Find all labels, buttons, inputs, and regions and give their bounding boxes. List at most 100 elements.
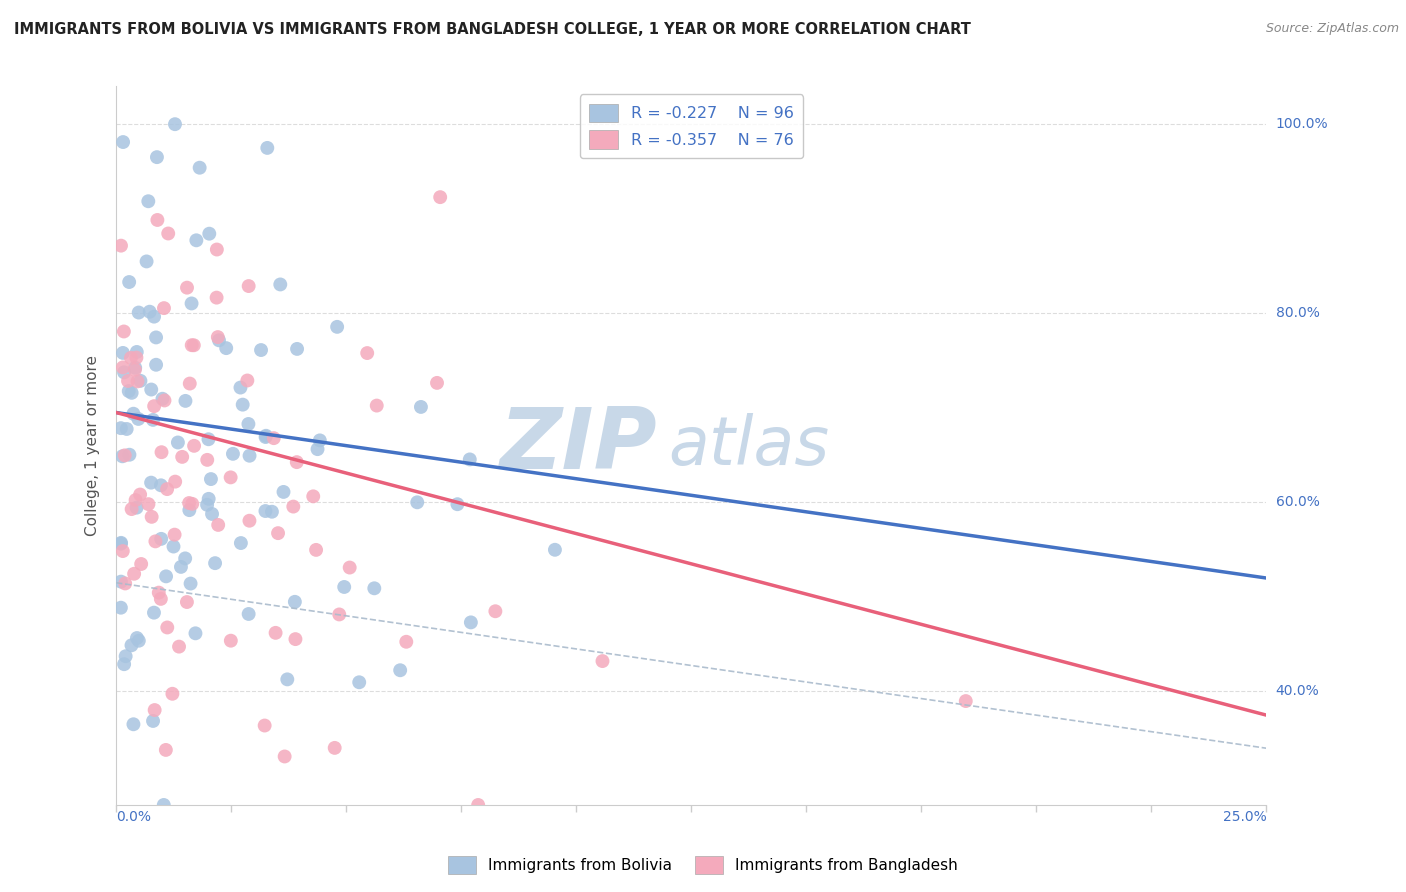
Point <box>232 398 254 412</box>
Point <box>142 714 165 728</box>
Point <box>129 557 152 571</box>
Point <box>124 493 146 508</box>
Point <box>112 365 135 379</box>
Point <box>141 509 163 524</box>
Point <box>149 478 172 492</box>
Point <box>115 422 138 436</box>
Point <box>114 576 136 591</box>
Point <box>197 432 219 446</box>
Point <box>222 447 245 461</box>
Point <box>153 393 176 408</box>
Point <box>110 600 132 615</box>
Point <box>205 243 228 257</box>
Point <box>111 544 134 558</box>
Point <box>198 227 221 241</box>
Point <box>176 595 198 609</box>
Point <box>176 280 198 294</box>
Point <box>273 484 295 499</box>
Point <box>112 657 135 672</box>
Point <box>207 517 229 532</box>
Point <box>229 380 252 394</box>
Point <box>219 470 242 484</box>
Point <box>276 673 298 687</box>
Point <box>110 536 132 550</box>
Text: atlas: atlas <box>668 413 830 479</box>
Point <box>165 475 187 489</box>
Point <box>238 449 260 463</box>
Point <box>127 412 149 426</box>
Point <box>395 634 418 648</box>
Point <box>143 399 166 413</box>
Point <box>207 330 229 344</box>
Point <box>114 649 136 664</box>
Point <box>284 595 307 609</box>
Point <box>264 625 287 640</box>
Point <box>238 279 260 293</box>
Text: 80.0%: 80.0% <box>1275 306 1319 320</box>
Point <box>256 141 278 155</box>
Point <box>149 591 172 606</box>
Point <box>135 254 157 268</box>
Point <box>229 536 252 550</box>
Point <box>121 502 143 516</box>
Point <box>253 718 276 732</box>
Point <box>167 640 190 654</box>
Point <box>153 301 176 315</box>
Point <box>146 213 169 227</box>
Point <box>174 551 197 566</box>
Point <box>180 338 202 352</box>
Point <box>544 542 567 557</box>
Point <box>141 383 163 397</box>
Point <box>302 489 325 503</box>
Point <box>128 305 150 319</box>
Point <box>155 743 177 757</box>
Point <box>208 334 231 348</box>
Point <box>446 497 468 511</box>
Point <box>128 633 150 648</box>
Point <box>110 574 132 589</box>
Point <box>389 663 412 677</box>
Point <box>467 797 489 812</box>
Point <box>150 532 173 546</box>
Point <box>163 117 186 131</box>
Point <box>254 429 277 443</box>
Point <box>174 393 197 408</box>
Point <box>170 560 193 574</box>
Point <box>197 491 219 506</box>
Point <box>263 431 285 445</box>
Point <box>114 449 136 463</box>
Point <box>460 615 482 630</box>
Point <box>363 582 385 596</box>
Point <box>592 654 614 668</box>
Point <box>145 358 167 372</box>
Point <box>138 304 160 318</box>
Point <box>143 606 166 620</box>
Text: 100.0%: 100.0% <box>1275 117 1329 131</box>
Point <box>284 632 307 646</box>
Point <box>127 375 149 389</box>
Point <box>183 439 205 453</box>
Point <box>283 500 305 514</box>
Text: 25.0%: 25.0% <box>1223 810 1267 823</box>
Point <box>254 504 277 518</box>
Point <box>145 534 167 549</box>
Point <box>156 620 179 634</box>
Point <box>339 560 361 574</box>
Point <box>162 540 184 554</box>
Point <box>201 507 224 521</box>
Point <box>136 194 159 209</box>
Point <box>124 363 146 377</box>
Point <box>125 500 148 515</box>
Point <box>285 342 308 356</box>
Point <box>111 450 134 464</box>
Point <box>118 448 141 462</box>
Point <box>110 238 132 252</box>
Point <box>406 495 429 509</box>
Point <box>155 569 177 583</box>
Point <box>204 556 226 570</box>
Point <box>183 338 205 352</box>
Point <box>129 374 152 388</box>
Point <box>236 374 259 388</box>
Point <box>110 537 132 551</box>
Point <box>200 472 222 486</box>
